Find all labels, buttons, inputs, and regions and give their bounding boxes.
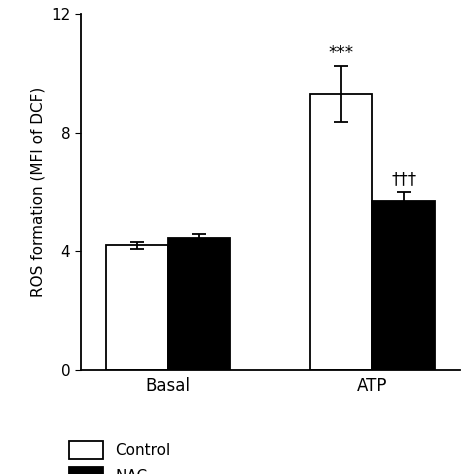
Bar — [373, 201, 435, 370]
Y-axis label: ROS formation (MFI of DCF): ROS formation (MFI of DCF) — [30, 87, 46, 297]
Bar — [168, 238, 230, 370]
Bar — [310, 94, 373, 370]
Bar — [106, 246, 168, 370]
Legend: Control, NAC: Control, NAC — [69, 441, 170, 474]
Text: ***: *** — [328, 44, 354, 62]
Text: †††: ††† — [391, 171, 416, 189]
